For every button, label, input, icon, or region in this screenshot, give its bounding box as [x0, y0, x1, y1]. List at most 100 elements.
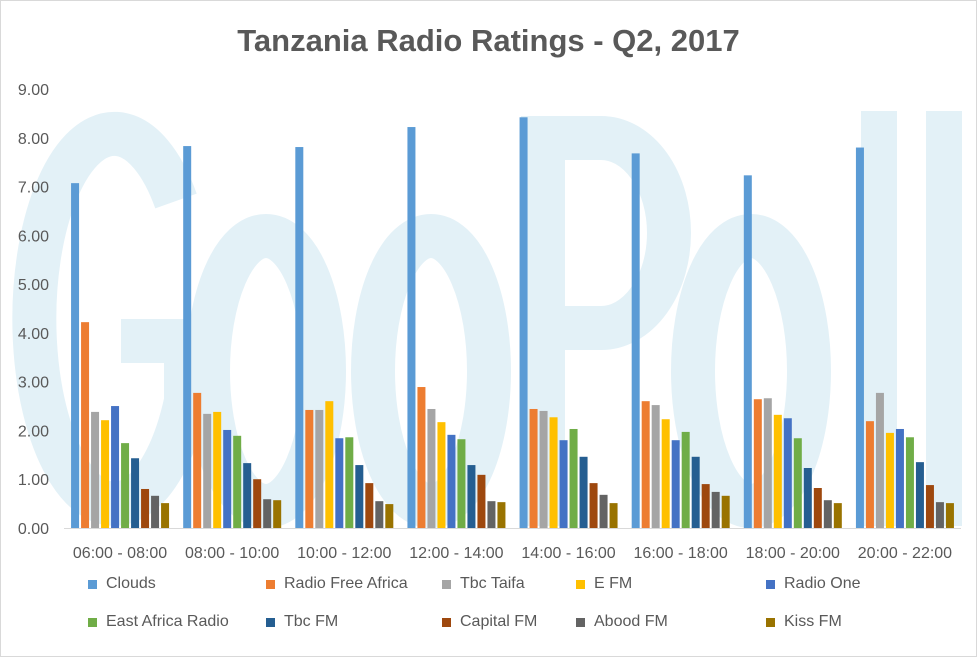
- legend-swatch: [766, 579, 775, 589]
- bar-radio-one: [559, 440, 568, 528]
- legend-swatch: [88, 579, 97, 589]
- y-tick-label: 4.00: [18, 326, 49, 343]
- bar-kiss-fm: [945, 503, 954, 528]
- bar-e-fm: [437, 422, 446, 528]
- bar-clouds: [295, 147, 304, 528]
- bar-abood-fm: [151, 495, 160, 528]
- legend-item: Clouds: [88, 575, 156, 593]
- bar-capital-fm: [477, 474, 486, 528]
- chart-title: Tanzania Radio Ratings - Q2, 2017: [237, 23, 740, 58]
- bar-radio-one: [447, 434, 456, 528]
- bar-abood-fm: [823, 500, 832, 528]
- bar-east-africa-radio: [569, 428, 578, 528]
- legend-item: E FM: [576, 575, 632, 593]
- bar-e-fm: [325, 401, 334, 528]
- bar-radio-free-africa: [193, 392, 202, 528]
- y-tick-label: 2.00: [18, 423, 49, 440]
- bar-e-fm: [661, 419, 670, 528]
- bar-radio-one: [335, 438, 344, 528]
- legend-item: Kiss FM: [766, 613, 842, 631]
- bar-capital-fm: [253, 479, 262, 528]
- watermark-letter-l2: [926, 111, 962, 526]
- bar-radio-free-africa: [81, 322, 90, 528]
- y-tick-label: 8.00: [18, 131, 49, 148]
- x-tick-label: 12:00 - 14:00: [409, 545, 503, 562]
- legend-label: Abood FM: [594, 613, 668, 630]
- bar-kiss-fm: [833, 503, 842, 528]
- legend-swatch: [576, 579, 585, 589]
- bar-radio-free-africa: [865, 421, 874, 528]
- bar-clouds: [855, 147, 864, 529]
- bar-e-fm: [101, 420, 110, 528]
- legend-swatch: [576, 617, 585, 627]
- bar-clouds: [743, 175, 752, 528]
- bar-east-africa-radio: [681, 431, 690, 528]
- legend-swatch: [442, 579, 451, 589]
- bar-tbc-taifa: [91, 411, 100, 528]
- bar-tbc-fm: [467, 465, 476, 528]
- legend-label: Clouds: [106, 575, 156, 592]
- y-tick-label: 9.00: [18, 82, 49, 99]
- legend-swatch: [266, 579, 275, 589]
- bar-abood-fm: [599, 494, 608, 528]
- bar-kiss-fm: [273, 500, 282, 528]
- legend-item: Abood FM: [576, 613, 668, 631]
- bar-capital-fm: [701, 484, 710, 528]
- bar-abood-fm: [935, 502, 944, 528]
- bar-radio-one: [671, 440, 680, 528]
- bar-tbc-taifa: [763, 398, 772, 528]
- bar-capital-fm: [925, 485, 934, 528]
- bar-clouds: [71, 183, 80, 528]
- x-tick-label: 08:00 - 10:00: [185, 545, 279, 562]
- bar-clouds: [631, 153, 640, 529]
- legend-item: East Africa Radio: [88, 613, 229, 631]
- bar-east-africa-radio: [905, 437, 914, 528]
- bar-kiss-fm: [497, 502, 506, 528]
- bar-tbc-taifa: [203, 413, 212, 528]
- bar-e-fm: [549, 417, 558, 528]
- bar-e-fm: [885, 432, 894, 528]
- y-tick-label: 3.00: [18, 375, 49, 392]
- bar-kiss-fm: [609, 503, 618, 528]
- x-tick-label: 20:00 - 22:00: [858, 545, 952, 562]
- bar-kiss-fm: [161, 503, 170, 528]
- bar-radio-free-africa: [417, 387, 426, 528]
- legend-label: E FM: [594, 575, 633, 592]
- bar-tbc-fm: [243, 463, 252, 528]
- legend-swatch: [442, 617, 451, 627]
- legend-swatch: [766, 617, 775, 627]
- watermark-letter-p: [521, 116, 691, 526]
- x-tick-label: 16:00 - 18:00: [634, 545, 728, 562]
- bar-radio-one: [111, 406, 120, 528]
- y-tick-label: 7.00: [18, 180, 49, 197]
- bar-tbc-fm: [915, 462, 924, 528]
- legend-swatch: [88, 617, 97, 627]
- legend-item: Tbc Taifa: [442, 575, 525, 593]
- bar-tbc-fm: [691, 456, 700, 528]
- bar-capital-fm: [813, 488, 822, 528]
- bar-abood-fm: [487, 501, 496, 528]
- legend-item: Tbc FM: [266, 613, 338, 631]
- bar-kiss-fm: [721, 495, 730, 528]
- y-tick-label: 0.00: [18, 521, 49, 538]
- bar-radio-free-africa: [305, 409, 314, 528]
- bar-east-africa-radio: [457, 439, 466, 528]
- x-tick-label: 18:00 - 20:00: [746, 545, 840, 562]
- bar-east-africa-radio: [121, 443, 130, 528]
- bar-e-fm: [213, 411, 222, 528]
- bar-tbc-fm: [355, 465, 364, 528]
- x-tick-label: 06:00 - 08:00: [73, 545, 167, 562]
- bar-abood-fm: [711, 491, 720, 528]
- bar-radio-free-africa: [753, 399, 762, 528]
- bar-abood-fm: [263, 499, 272, 528]
- bar-tbc-taifa: [539, 410, 548, 528]
- bar-capital-fm: [365, 483, 374, 528]
- bar-tbc-fm: [579, 456, 588, 528]
- bar-tbc-taifa: [651, 405, 660, 528]
- legend-item: Radio Free Africa: [266, 575, 408, 593]
- x-tick-label: 14:00 - 16:00: [521, 545, 615, 562]
- y-tick-label: 1.00: [18, 472, 49, 489]
- legend-swatch: [266, 617, 275, 627]
- bar-radio-one: [895, 428, 904, 528]
- legend-label: Kiss FM: [784, 613, 842, 630]
